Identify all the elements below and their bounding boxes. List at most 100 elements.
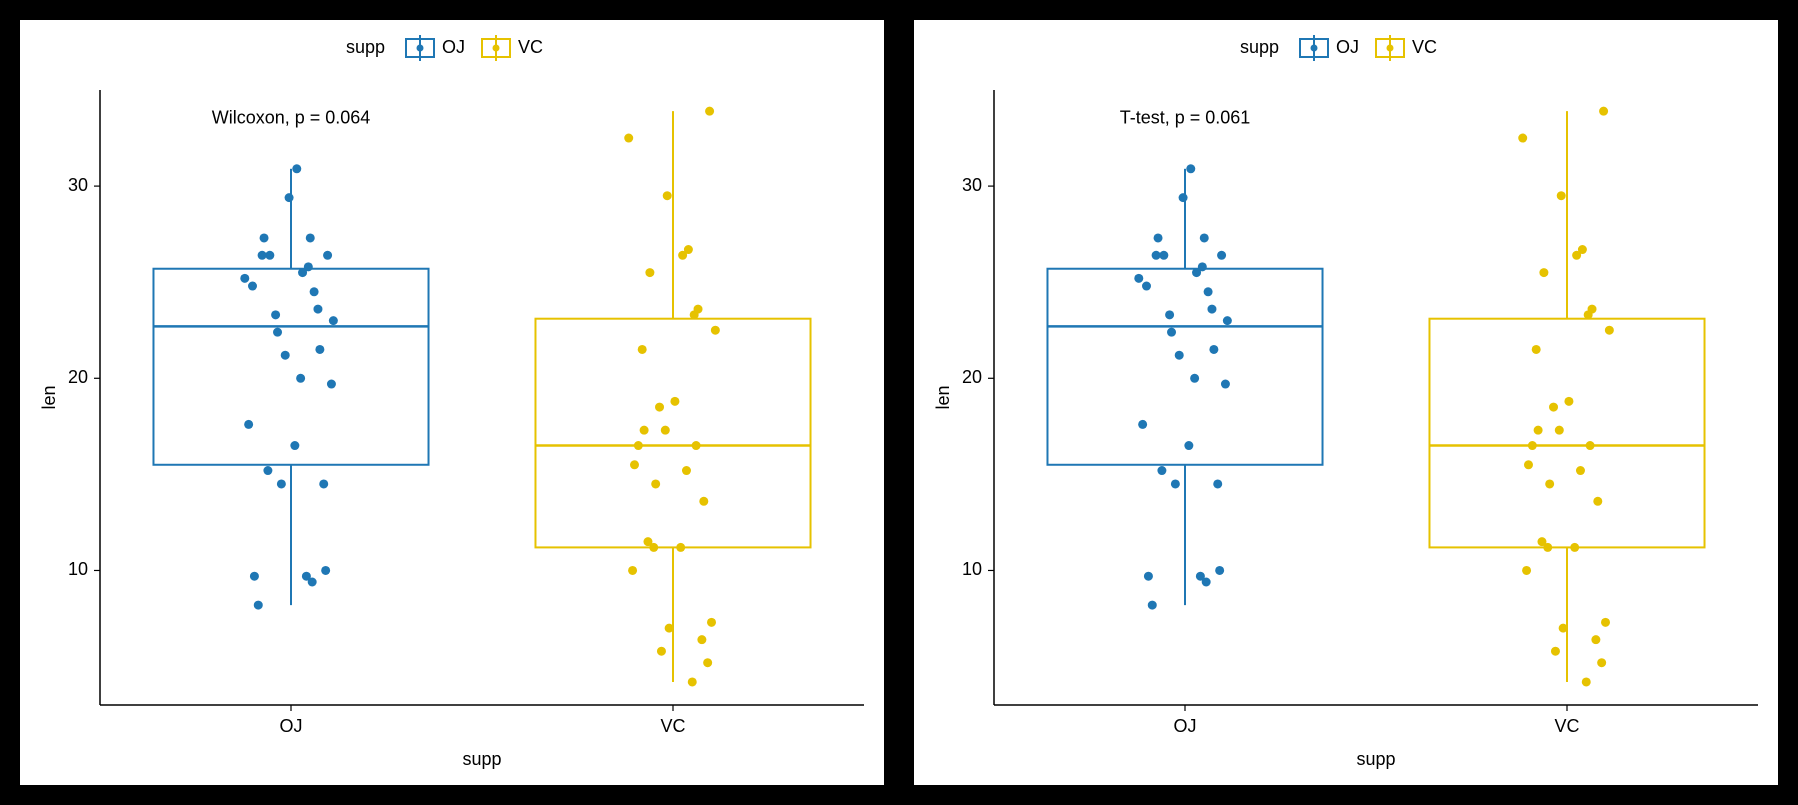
x-axis-title: supp [462,749,501,769]
jitter-point [1593,497,1602,506]
legend-title: supp [1240,37,1279,57]
jitter-point [254,601,263,610]
jitter-point [327,380,336,389]
figure-container: suppOJVC102030lenOJVCsuppWilcoxon, p = 0… [0,0,1798,805]
box-rect [1047,269,1322,465]
jitter-point [645,268,654,277]
jitter-point [1207,305,1216,314]
jitter-point [1204,287,1213,296]
jitter-point [258,251,267,260]
jitter-point [655,403,664,412]
jitter-point [1591,635,1600,644]
jitter-point [699,497,708,506]
legend-item [406,35,434,61]
jitter-point [1175,351,1184,360]
jitter-point [1179,193,1188,202]
legend-key-dot [1311,45,1318,52]
jitter-point [1186,164,1195,173]
jitter-point [1549,403,1558,412]
jitter-point [1555,426,1564,435]
x-tick-label: OJ [1173,716,1196,736]
jitter-point [711,326,720,335]
jitter-point [244,420,253,429]
jitter-point [684,245,693,254]
jitter-point [1578,245,1587,254]
jitter-point [1551,647,1560,656]
jitter-point [665,624,674,633]
jitter-point [281,351,290,360]
chart-svg: suppOJVC102030lenOJVCsuppT-test, p = 0.0… [914,20,1778,785]
jitter-point [1532,345,1541,354]
legend-item [1376,35,1404,61]
jitter-point [1221,380,1230,389]
jitter-point [628,566,637,575]
jitter-point [630,460,639,469]
jitter-point [688,677,697,686]
jitter-point [676,543,685,552]
jitter-point [661,426,670,435]
jitter-point [260,233,269,242]
jitter-point [1142,282,1151,291]
jitter-point [1601,618,1610,627]
jitter-point [690,310,699,319]
jitter-point [634,441,643,450]
jitter-point [1134,274,1143,283]
jitter-point [265,251,274,260]
jitter-point [638,345,647,354]
jitter-point [670,397,679,406]
boxplot-OJ [153,164,428,609]
legend-item-label: OJ [1336,37,1359,57]
panel-left: suppOJVC102030lenOJVCsuppWilcoxon, p = 0… [20,20,884,785]
jitter-point [1159,251,1168,260]
jitter-point [1223,316,1232,325]
jitter-point [1184,441,1193,450]
jitter-point [697,635,706,644]
jitter-point [649,543,658,552]
jitter-point [1559,624,1568,633]
jitter-point [1165,310,1174,319]
jitter-point [1215,566,1224,575]
jitter-point [1528,441,1537,450]
jitter-point [705,107,714,116]
jitter-point [1138,420,1147,429]
legend-item [1300,35,1328,61]
panel-right: suppOJVC102030lenOJVCsuppT-test, p = 0.0… [914,20,1778,785]
jitter-point [1154,233,1163,242]
x-axis-title: supp [1356,749,1395,769]
jitter-point [321,566,330,575]
legend-item-label: OJ [442,37,465,57]
jitter-point [1557,191,1566,200]
legend-item-label: VC [1412,37,1437,57]
jitter-point [640,426,649,435]
y-tick-label: 10 [962,559,982,579]
jitter-point [1605,326,1614,335]
y-axis-title: len [933,385,953,409]
jitter-point [703,658,712,667]
jitter-point [1152,251,1161,260]
jitter-point [1534,426,1543,435]
jitter-point [271,310,280,319]
y-axis-title: len [39,385,59,409]
jitter-point [651,479,660,488]
jitter-point [329,316,338,325]
jitter-point [1522,566,1531,575]
jitter-point [1190,374,1199,383]
jitter-point [315,345,324,354]
jitter-point [313,305,322,314]
jitter-point [296,374,305,383]
jitter-point [292,164,301,173]
jitter-point [285,193,294,202]
jitter-point [624,134,633,143]
box-rect [535,319,810,548]
jitter-point [273,328,282,337]
jitter-point [1570,543,1579,552]
jitter-point [707,618,716,627]
jitter-point [248,282,257,291]
jitter-point [263,466,272,475]
jitter-point [1217,251,1226,260]
jitter-point [319,479,328,488]
jitter-point [692,441,701,450]
y-tick-label: 30 [962,175,982,195]
jitter-point [298,268,307,277]
jitter-point [306,233,315,242]
